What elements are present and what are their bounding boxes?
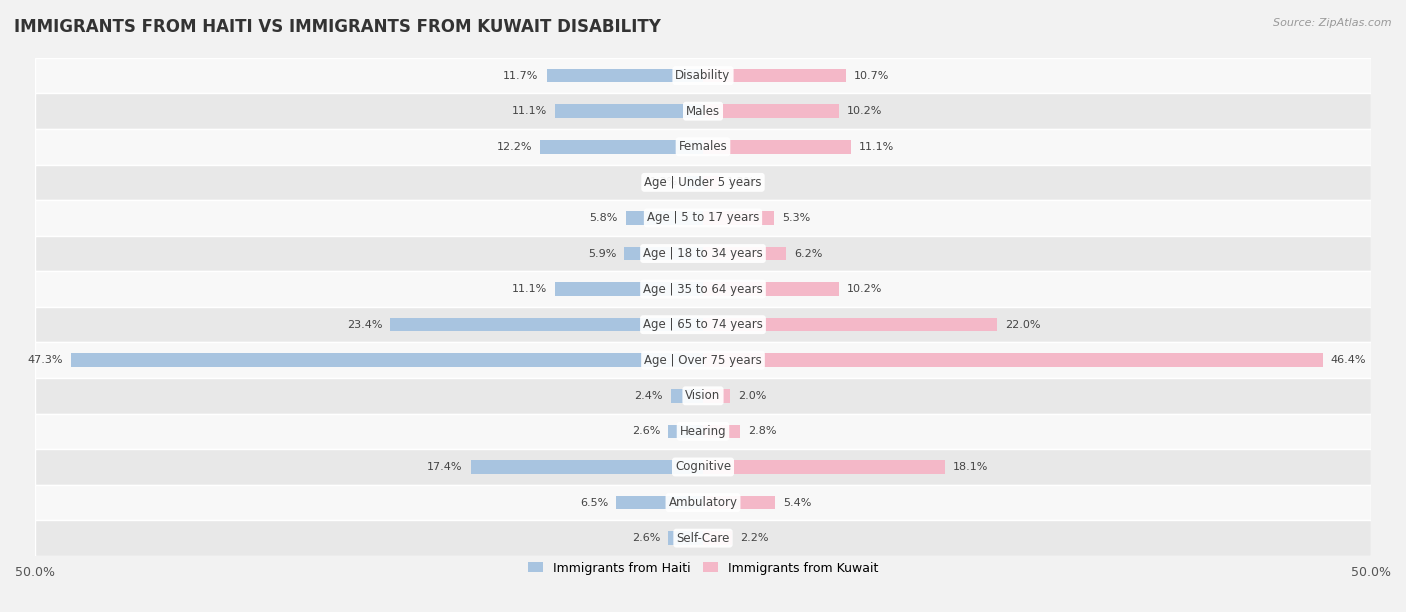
Bar	[703, 531, 733, 545]
Text: 11.7%: 11.7%	[503, 70, 538, 81]
Bar	[35, 200, 1371, 236]
Text: 2.2%: 2.2%	[741, 533, 769, 543]
Bar	[547, 69, 703, 83]
Text: Disability: Disability	[675, 69, 731, 82]
Text: 6.5%: 6.5%	[579, 498, 609, 507]
Bar	[624, 247, 703, 260]
Bar	[35, 165, 1371, 200]
Text: 47.3%: 47.3%	[28, 355, 63, 365]
Text: Age | 5 to 17 years: Age | 5 to 17 years	[647, 211, 759, 225]
Text: 2.8%: 2.8%	[748, 427, 778, 436]
Bar	[703, 389, 730, 403]
Text: Age | 65 to 74 years: Age | 65 to 74 years	[643, 318, 763, 331]
Text: 10.2%: 10.2%	[848, 284, 883, 294]
Bar	[703, 105, 839, 118]
Text: Vision: Vision	[685, 389, 721, 402]
Bar	[35, 378, 1371, 414]
Text: 11.1%: 11.1%	[512, 106, 547, 116]
Bar	[555, 105, 703, 118]
Text: IMMIGRANTS FROM HAITI VS IMMIGRANTS FROM KUWAIT DISABILITY: IMMIGRANTS FROM HAITI VS IMMIGRANTS FROM…	[14, 18, 661, 36]
Text: 12.2%: 12.2%	[496, 142, 531, 152]
Text: 46.4%: 46.4%	[1331, 355, 1367, 365]
Bar	[703, 460, 945, 474]
Bar	[616, 496, 703, 509]
Text: Females: Females	[679, 140, 727, 153]
Text: 5.9%: 5.9%	[588, 248, 616, 258]
Text: Age | 18 to 34 years: Age | 18 to 34 years	[643, 247, 763, 260]
Bar	[35, 94, 1371, 129]
Text: 1.3%: 1.3%	[650, 177, 678, 187]
Bar	[72, 354, 703, 367]
Text: Source: ZipAtlas.com: Source: ZipAtlas.com	[1274, 18, 1392, 28]
Bar	[35, 129, 1371, 165]
Bar	[703, 318, 997, 332]
Bar	[703, 176, 718, 189]
Bar	[703, 140, 851, 154]
Text: 1.2%: 1.2%	[727, 177, 755, 187]
Text: 22.0%: 22.0%	[1005, 319, 1040, 330]
Text: 11.1%: 11.1%	[859, 142, 894, 152]
Bar	[540, 140, 703, 154]
Bar	[555, 282, 703, 296]
Bar	[703, 425, 741, 438]
Bar	[686, 176, 703, 189]
Bar	[703, 211, 773, 225]
Text: Age | 35 to 64 years: Age | 35 to 64 years	[643, 283, 763, 296]
Bar	[703, 282, 839, 296]
Text: Age | Under 5 years: Age | Under 5 years	[644, 176, 762, 189]
Legend: Immigrants from Haiti, Immigrants from Kuwait: Immigrants from Haiti, Immigrants from K…	[523, 556, 883, 580]
Bar	[703, 354, 1323, 367]
Bar	[35, 58, 1371, 94]
Text: 17.4%: 17.4%	[427, 462, 463, 472]
Text: Ambulatory: Ambulatory	[668, 496, 738, 509]
Bar	[703, 247, 786, 260]
Bar	[35, 520, 1371, 556]
Text: Hearing: Hearing	[679, 425, 727, 438]
Bar	[35, 271, 1371, 307]
Text: 5.8%: 5.8%	[589, 213, 617, 223]
Bar	[471, 460, 703, 474]
Bar	[671, 389, 703, 403]
Bar	[626, 211, 703, 225]
Bar	[35, 343, 1371, 378]
Bar	[703, 69, 846, 83]
Text: Self-Care: Self-Care	[676, 532, 730, 545]
Text: 23.4%: 23.4%	[347, 319, 382, 330]
Text: 2.0%: 2.0%	[738, 391, 766, 401]
Bar	[35, 449, 1371, 485]
Bar	[35, 414, 1371, 449]
Text: Males: Males	[686, 105, 720, 118]
Bar	[668, 531, 703, 545]
Bar	[35, 236, 1371, 271]
Text: 2.6%: 2.6%	[631, 427, 661, 436]
Text: 2.4%: 2.4%	[634, 391, 662, 401]
Text: 5.3%: 5.3%	[782, 213, 810, 223]
Text: 2.6%: 2.6%	[631, 533, 661, 543]
Text: 6.2%: 6.2%	[794, 248, 823, 258]
Text: 18.1%: 18.1%	[953, 462, 988, 472]
Text: Age | Over 75 years: Age | Over 75 years	[644, 354, 762, 367]
Text: 10.7%: 10.7%	[853, 70, 890, 81]
Text: 10.2%: 10.2%	[848, 106, 883, 116]
Text: 5.4%: 5.4%	[783, 498, 811, 507]
Text: 11.1%: 11.1%	[512, 284, 547, 294]
Bar	[35, 307, 1371, 343]
Bar	[391, 318, 703, 332]
Bar	[668, 425, 703, 438]
Text: Cognitive: Cognitive	[675, 460, 731, 474]
Bar	[35, 485, 1371, 520]
Bar	[703, 496, 775, 509]
